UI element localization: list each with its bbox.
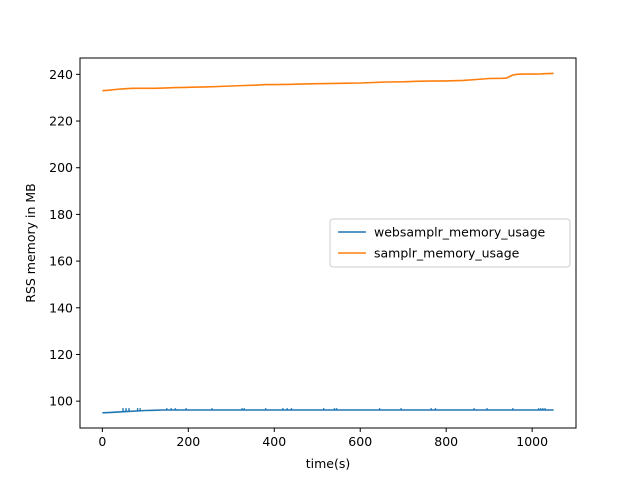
y-axis-ticks: 100 120 140 160 180 200 220 240 xyxy=(49,67,80,409)
y-tick-label: 200 xyxy=(49,160,73,175)
x-axis-label: time(s) xyxy=(306,456,351,471)
x-tick-label: 600 xyxy=(348,434,372,449)
y-tick-label: 120 xyxy=(49,347,73,362)
series-line-samplr_memory_usage xyxy=(102,72,554,92)
legend-label: websamplr_memory_usage xyxy=(374,225,546,240)
y-tick-label: 180 xyxy=(49,207,73,222)
x-tick-label: 200 xyxy=(176,434,200,449)
y-tick-label: 100 xyxy=(49,394,73,409)
y-tick-label: 220 xyxy=(49,114,73,129)
legend-box xyxy=(329,218,571,268)
series-layer xyxy=(102,72,554,414)
y-tick-label: 140 xyxy=(49,300,73,315)
y-tick-label: 160 xyxy=(49,254,73,269)
y-tick-label: 240 xyxy=(49,67,73,82)
x-tick-label: 400 xyxy=(262,434,286,449)
y-axis-label: RSS memory in MB xyxy=(23,183,38,302)
legend-label: samplr_memory_usage xyxy=(374,246,520,261)
x-tick-label: 0 xyxy=(98,434,106,449)
series-line-websamplr_memory_usage xyxy=(102,409,554,414)
x-axis-ticks: 0 200 400 600 800 1000 xyxy=(98,428,548,449)
x-tick-label: 800 xyxy=(434,434,458,449)
x-tick-label: 1000 xyxy=(516,434,548,449)
legend: websamplr_memory_usage samplr_memory_usag… xyxy=(329,218,571,268)
plot-frame xyxy=(79,57,577,429)
